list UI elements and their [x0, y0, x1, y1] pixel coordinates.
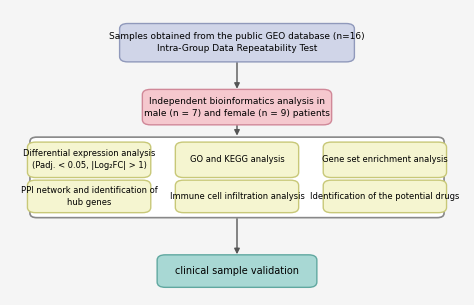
FancyBboxPatch shape	[175, 142, 299, 178]
Text: clinical sample validation: clinical sample validation	[175, 266, 299, 276]
FancyBboxPatch shape	[323, 142, 447, 178]
FancyBboxPatch shape	[27, 180, 151, 213]
FancyBboxPatch shape	[323, 180, 447, 213]
FancyBboxPatch shape	[142, 89, 332, 125]
Text: Immune cell infiltration analysis: Immune cell infiltration analysis	[170, 192, 304, 201]
Text: Identification of the potential drugs: Identification of the potential drugs	[310, 192, 460, 201]
Text: Gene set enrichment analysis: Gene set enrichment analysis	[322, 155, 448, 164]
Text: PPI network and identification of
hub genes: PPI network and identification of hub ge…	[21, 186, 157, 207]
FancyBboxPatch shape	[27, 142, 151, 178]
Text: Independent bioinformatics analysis in
male (n = 7) and female (n = 9) patients: Independent bioinformatics analysis in m…	[144, 97, 330, 117]
FancyBboxPatch shape	[175, 180, 299, 213]
FancyBboxPatch shape	[157, 255, 317, 287]
FancyBboxPatch shape	[30, 137, 444, 218]
Text: Samples obtained from the public GEO database (n=16)
Intra-Group Data Repeatabil: Samples obtained from the public GEO dat…	[109, 32, 365, 53]
Text: GO and KEGG analysis: GO and KEGG analysis	[190, 155, 284, 164]
FancyBboxPatch shape	[119, 23, 355, 62]
Text: Differential expression analysis
(Padj. < 0.05, |Log₂FC| > 1): Differential expression analysis (Padj. …	[23, 149, 155, 170]
